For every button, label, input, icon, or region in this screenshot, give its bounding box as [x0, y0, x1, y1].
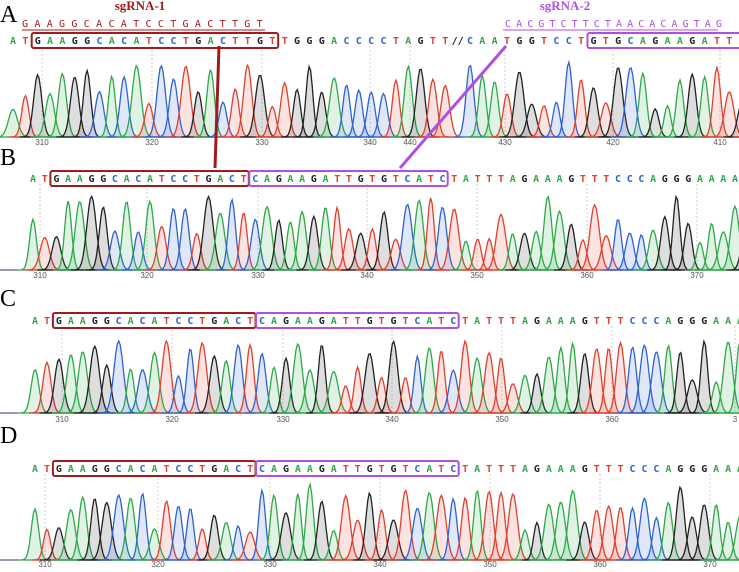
axis-label: 340	[363, 138, 377, 147]
axis-label: 350	[470, 271, 484, 280]
axis-label: 320	[145, 138, 159, 147]
peak	[715, 204, 739, 271]
axis-label: 340	[373, 560, 387, 569]
axis-label: 410	[713, 138, 727, 147]
axis-label: 370	[690, 271, 704, 280]
sgrna1-connector	[213, 45, 221, 169]
sgrna2-connector	[398, 45, 508, 169]
peak	[306, 345, 337, 414]
axis-label: 320	[151, 560, 165, 569]
axis-label: 330	[263, 560, 277, 569]
axis-label: 350	[495, 415, 509, 424]
sgrna-box	[255, 312, 460, 329]
axis-label: 340	[385, 415, 399, 424]
peak	[602, 219, 633, 271]
sgrna-box	[255, 460, 460, 477]
peak	[73, 344, 115, 414]
axis-label: 310	[33, 271, 47, 280]
sgrna1-header: sgRNA-1	[115, 0, 166, 13]
peak	[726, 255, 739, 271]
axis-label: 3	[733, 415, 738, 424]
axis-label: 330	[276, 415, 290, 424]
axis-label: 370	[703, 560, 717, 569]
peak	[293, 482, 326, 561]
peak	[544, 345, 576, 414]
chromatograms	[0, 46, 739, 561]
peak	[707, 341, 739, 414]
sequence-segment: TATTTAGAAAGTTTCCCAGGGAAAAGG	[462, 464, 739, 475]
peak	[70, 194, 112, 271]
peak	[733, 558, 739, 561]
sequence-segment: GTGCAGAAGATTGTGTCATC	[590, 36, 739, 47]
peak	[733, 136, 739, 138]
peak	[723, 342, 739, 414]
sgrna-box	[30, 32, 280, 49]
axis-label: 310	[35, 138, 49, 147]
sequence-segment: TATTTAGAAAGTTTCCCAGGGAAAAGGC	[451, 174, 739, 185]
sequences: A T G A A G G C A C A T C C T G A C T T G T T G G G A C C C C T A G T T//C A…	[10, 32, 739, 477]
axis-label: 330	[251, 271, 265, 280]
peak	[70, 68, 103, 138]
sequence-segment: TATTTAGAAAGTTTCCCAGGGAAAAGG	[462, 316, 739, 327]
axis-label: 320	[165, 415, 179, 424]
peak	[661, 194, 692, 271]
peak	[59, 201, 99, 271]
peak	[194, 354, 233, 414]
axis-label: 340	[360, 271, 374, 280]
sgrna-box	[586, 32, 739, 49]
panel-label: B	[0, 145, 16, 171]
sequence-segment: //	[452, 36, 464, 47]
peak	[116, 64, 156, 138]
axis-label: 420	[606, 138, 620, 147]
sgrna-box	[248, 170, 449, 187]
peak	[174, 508, 205, 561]
peak	[723, 107, 739, 138]
peak	[616, 506, 648, 561]
peak	[420, 494, 461, 561]
axis-label: 310	[38, 560, 52, 569]
peak	[674, 72, 709, 138]
axis-label: 430	[498, 138, 512, 147]
panel-label: C	[0, 286, 16, 312]
peak	[708, 91, 739, 138]
axis-label: 310	[55, 415, 69, 424]
peak	[446, 339, 483, 414]
peak	[39, 357, 78, 414]
peak	[700, 65, 733, 138]
panel-label: A	[0, 2, 18, 28]
axis-label: 320	[140, 271, 154, 280]
peak	[552, 489, 592, 561]
peak	[663, 78, 696, 138]
axis-label: 360	[593, 560, 607, 569]
axis-label: 360	[580, 271, 594, 280]
peak	[142, 64, 180, 138]
peak	[592, 348, 624, 414]
panel-label: D	[0, 423, 17, 449]
axis-label: 330	[255, 138, 269, 147]
peak	[97, 339, 139, 414]
sgrna2-header: sgRNA-2	[540, 0, 591, 13]
axis-label: 440	[403, 138, 417, 147]
axis-label: 350	[483, 560, 497, 569]
axis-label: 360	[605, 415, 619, 424]
peak	[721, 516, 739, 561]
